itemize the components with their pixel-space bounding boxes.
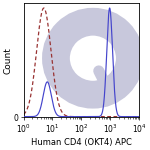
Y-axis label: Count: Count [3, 47, 12, 74]
X-axis label: Human CD4 (OKT4) APC: Human CD4 (OKT4) APC [31, 138, 132, 147]
